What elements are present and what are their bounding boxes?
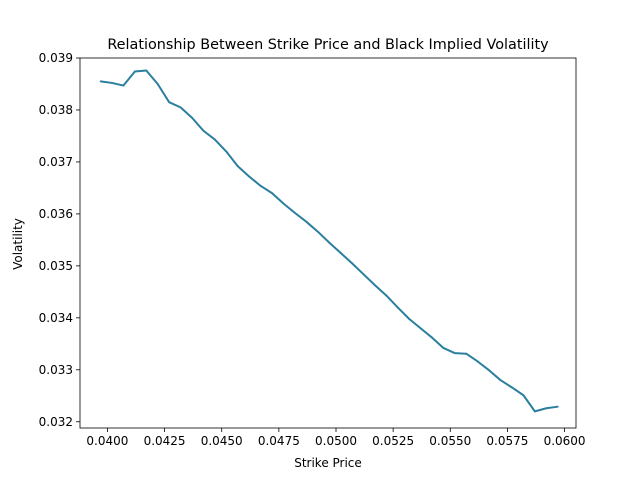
data-point (476, 360, 479, 363)
data-point (408, 317, 411, 320)
data-point (545, 407, 548, 410)
x-tick-label: 0.0475 (258, 434, 300, 448)
data-point (168, 101, 171, 104)
y-tick-label: 0.036 (39, 207, 73, 221)
data-point (351, 262, 353, 265)
data-point (145, 69, 148, 72)
plot-area (99, 69, 559, 413)
data-point (339, 251, 342, 254)
x-tick-label: 0.0550 (429, 434, 471, 448)
y-tick-label: 0.037 (39, 155, 73, 169)
y-tick-label: 0.038 (39, 103, 73, 117)
data-point (271, 192, 273, 195)
plot-frame (79, 57, 577, 429)
y-axis-label: Volatility (11, 218, 25, 270)
y-tick-label: 0.039 (39, 51, 73, 65)
data-point (236, 165, 239, 167)
data-point (419, 327, 422, 330)
x-tick-label: 0.0400 (86, 434, 128, 448)
data-point (385, 294, 388, 297)
data-point (465, 352, 468, 355)
data-point (511, 386, 513, 389)
x-axis-ticks: 0.0400 0.0425 0.0450 0.0475 0.0500 0.0525 0.05… (86, 428, 586, 448)
data-point (225, 150, 228, 153)
x-tick-label: 0.0600 (544, 434, 586, 448)
x-tick-label: 0.0500 (315, 434, 357, 448)
data-point (213, 138, 216, 141)
data-point (282, 202, 285, 205)
data-point (202, 129, 205, 132)
data-point (156, 83, 159, 85)
data-point (373, 284, 376, 286)
chart-title: Relationship Between Strike Price and Bl… (107, 37, 549, 53)
data-point (305, 220, 308, 223)
data-point (533, 410, 536, 413)
series-line (100, 69, 558, 413)
data-point (133, 70, 136, 73)
data-point (556, 405, 559, 408)
data-point (431, 336, 433, 339)
data-point (179, 106, 182, 109)
data-point (293, 211, 296, 214)
x-tick-label: 0.0425 (144, 434, 186, 448)
data-point (396, 306, 399, 309)
data-point (488, 369, 491, 372)
data-point (328, 241, 331, 244)
data-point (111, 82, 113, 84)
data-point (522, 394, 525, 397)
x-axis-label: Strike Price (294, 456, 362, 470)
y-tick-label: 0.033 (39, 363, 73, 377)
data-point (259, 184, 262, 187)
data-point (499, 379, 502, 382)
data-point (122, 84, 125, 87)
data-point (248, 175, 251, 178)
data-point (99, 80, 102, 83)
data-point (316, 230, 319, 233)
x-tick-label: 0.0450 (201, 434, 243, 448)
y-axis-ticks: 0.032 0.033 0.034 0.035 0.036 0.037 0.038 0.039 (39, 51, 80, 429)
data-point (453, 352, 456, 355)
data-point (191, 116, 193, 119)
y-tick-label: 0.032 (39, 415, 73, 429)
y-tick-label: 0.035 (39, 259, 73, 273)
data-point (442, 347, 445, 349)
x-tick-label: 0.0525 (372, 434, 414, 448)
data-point (362, 273, 365, 276)
x-tick-label: 0.0575 (486, 434, 528, 448)
y-tick-label: 0.034 (39, 311, 73, 325)
